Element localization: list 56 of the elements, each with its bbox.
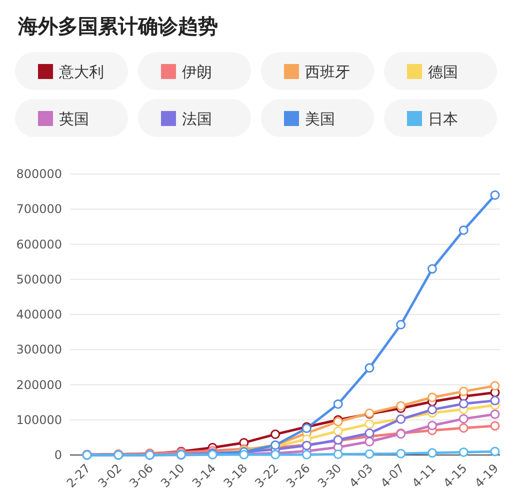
legend-label: 德国 <box>428 63 458 81</box>
point <box>458 423 468 433</box>
point <box>364 419 374 429</box>
legend-label: 日本 <box>428 110 458 128</box>
legend-item: 法国 <box>138 99 251 137</box>
legend-item: 德国 <box>384 52 497 90</box>
point <box>490 446 500 456</box>
point <box>364 428 374 438</box>
point <box>364 449 374 459</box>
y-tick-label: 200000 <box>16 378 62 392</box>
point <box>333 426 343 436</box>
y-tick-label: 100000 <box>16 412 62 427</box>
legend-item: 伊朗 <box>138 52 251 90</box>
legend-label: 英国 <box>59 110 89 128</box>
legend-item: 意大利 <box>15 52 128 90</box>
point <box>490 410 500 420</box>
legend-item: 西班牙 <box>261 52 374 90</box>
point <box>427 264 437 274</box>
point <box>458 225 468 235</box>
point <box>427 448 437 458</box>
y-tick-label: 0 <box>54 448 62 462</box>
point <box>458 414 468 424</box>
point <box>458 447 468 457</box>
point <box>396 401 406 411</box>
chart-title: 海外多国累计确诊趋势 <box>17 14 218 38</box>
point <box>427 404 437 414</box>
y-tick-label: 300000 <box>16 342 62 357</box>
point <box>490 190 500 200</box>
point <box>364 363 374 373</box>
point <box>490 421 500 431</box>
point <box>490 396 500 406</box>
y-tick-label: 400000 <box>16 308 62 322</box>
point <box>427 392 437 402</box>
point <box>270 430 280 440</box>
legend-item: 英国 <box>15 99 128 137</box>
point <box>396 448 406 458</box>
point <box>490 381 500 391</box>
legend-label: 美国 <box>305 110 335 128</box>
legend-label: 伊朗 <box>182 63 212 81</box>
point <box>458 386 468 396</box>
point <box>458 398 468 408</box>
legend-item: 美国 <box>261 99 374 137</box>
point <box>302 450 312 460</box>
point <box>396 320 406 330</box>
legend-label: 西班牙 <box>305 63 350 81</box>
point <box>333 399 343 409</box>
y-tick-label: 600000 <box>16 237 62 252</box>
y-tick-label: 700000 <box>16 202 62 216</box>
legend-item: 日本 <box>384 99 497 137</box>
y-tick-label: 500000 <box>16 272 62 286</box>
point <box>427 420 437 430</box>
legend-label: 意大利 <box>58 63 104 81</box>
legend-label: 法国 <box>182 110 212 128</box>
y-tick-label: 800000 <box>16 167 62 181</box>
point <box>333 450 343 460</box>
point <box>364 436 374 446</box>
